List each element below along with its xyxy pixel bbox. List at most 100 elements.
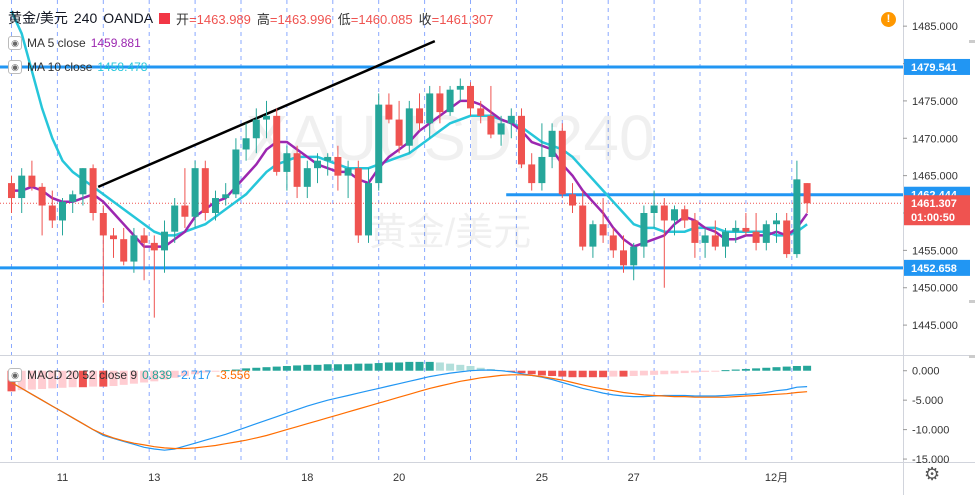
candle[interactable]: [640, 205, 648, 258]
candle[interactable]: [416, 93, 423, 131]
candle[interactable]: [140, 227, 148, 281]
candle[interactable]: [446, 85, 454, 116]
candle[interactable]: [110, 227, 117, 258]
candle[interactable]: [722, 227, 729, 258]
candle[interactable]: [630, 242, 638, 281]
candle[interactable]: [456, 78, 464, 101]
candle[interactable]: [589, 220, 597, 258]
candle[interactable]: [477, 100, 485, 124]
hline-price-tag[interactable]: [904, 259, 970, 276]
candle[interactable]: [8, 175, 15, 213]
candle-body: [487, 115, 495, 135]
candle[interactable]: [48, 190, 56, 228]
candle[interactable]: [69, 190, 77, 213]
candle[interactable]: [120, 227, 128, 266]
warning-icon[interactable]: !: [881, 12, 896, 27]
candle[interactable]: [232, 138, 240, 199]
candle[interactable]: [242, 123, 250, 161]
candle[interactable]: [436, 85, 444, 124]
candle[interactable]: [528, 153, 536, 191]
candle[interactable]: [497, 115, 505, 146]
candle[interactable]: [375, 93, 383, 191]
candle[interactable]: [273, 108, 281, 176]
candle[interactable]: [660, 198, 668, 288]
candle[interactable]: [558, 123, 566, 199]
candle[interactable]: [569, 183, 576, 213]
eye-icon[interactable]: ◉: [8, 368, 22, 382]
interval-label[interactable]: 240: [73, 10, 98, 26]
candle[interactable]: [334, 145, 342, 191]
candle[interactable]: [467, 82, 474, 116]
candle[interactable]: [354, 160, 362, 243]
candle[interactable]: [395, 100, 403, 154]
candle[interactable]: [762, 220, 770, 251]
candle[interactable]: [701, 227, 709, 258]
candle[interactable]: [599, 198, 607, 243]
candle[interactable]: [426, 85, 434, 139]
candle[interactable]: [303, 160, 311, 199]
candle[interactable]: [314, 153, 321, 184]
candle[interactable]: [79, 168, 87, 206]
eye-icon[interactable]: ◉: [8, 60, 22, 74]
candle[interactable]: [252, 108, 260, 154]
candle[interactable]: [293, 145, 301, 199]
candle[interactable]: [579, 190, 587, 251]
candle[interactable]: [650, 190, 658, 228]
candle[interactable]: [742, 213, 750, 236]
candle[interactable]: [620, 235, 627, 273]
candle[interactable]: [212, 190, 219, 221]
candle[interactable]: [150, 235, 158, 318]
macd-signal-line[interactable]: [11, 374, 808, 450]
candle[interactable]: [365, 168, 372, 243]
candle[interactable]: [18, 168, 26, 213]
ma10-legend[interactable]: ◉ MA 10 close 1458.478: [8, 60, 147, 74]
candle[interactable]: [793, 160, 801, 258]
candle[interactable]: [548, 123, 556, 169]
candle[interactable]: [161, 220, 168, 273]
candle[interactable]: [752, 213, 760, 251]
candle[interactable]: [191, 160, 199, 228]
candle[interactable]: [99, 205, 107, 303]
candle[interactable]: [538, 123, 546, 191]
candle[interactable]: [609, 227, 617, 258]
candle[interactable]: [507, 108, 515, 139]
candle[interactable]: [518, 108, 525, 169]
candle[interactable]: [773, 213, 780, 243]
candle[interactable]: [487, 85, 495, 139]
candle[interactable]: [732, 220, 740, 243]
candle[interactable]: [222, 183, 230, 206]
candle[interactable]: [711, 220, 719, 251]
candle[interactable]: [201, 160, 209, 221]
candle[interactable]: [344, 160, 352, 199]
candle[interactable]: [405, 100, 413, 154]
macd-line[interactable]: [11, 369, 808, 451]
candle[interactable]: [59, 198, 66, 236]
candle[interactable]: [691, 213, 699, 258]
candle[interactable]: [89, 164, 97, 221]
candle[interactable]: [171, 198, 179, 243]
candle[interactable]: [681, 205, 689, 228]
candle[interactable]: [181, 168, 189, 228]
gear-icon[interactable]: ⚙: [924, 464, 941, 484]
candle[interactable]: [385, 93, 393, 124]
ma5-legend[interactable]: ◉ MA 5 close 1459.881: [8, 36, 141, 50]
eye-icon[interactable]: ◉: [8, 36, 22, 50]
candle[interactable]: [783, 213, 791, 258]
macd-hist-bar: [119, 370, 128, 385]
candle[interactable]: [671, 205, 678, 236]
candle[interactable]: [283, 145, 291, 191]
hline-price-tag[interactable]: [904, 58, 970, 75]
candle[interactable]: [263, 100, 270, 139]
candle[interactable]: [28, 160, 36, 191]
symbol-name[interactable]: 黄金/美元: [8, 10, 68, 26]
candle[interactable]: [324, 153, 332, 176]
candle[interactable]: [38, 183, 46, 236]
candle[interactable]: [803, 183, 811, 213]
macd-legend[interactable]: ◉ MACD 20 52 close 9 0.839 -2.717 -3.556: [8, 368, 250, 382]
candle[interactable]: [130, 227, 138, 273]
flag-icon[interactable]: [159, 12, 171, 24]
current-price-tag[interactable]: [904, 195, 970, 226]
candle-body: [222, 194, 230, 199]
